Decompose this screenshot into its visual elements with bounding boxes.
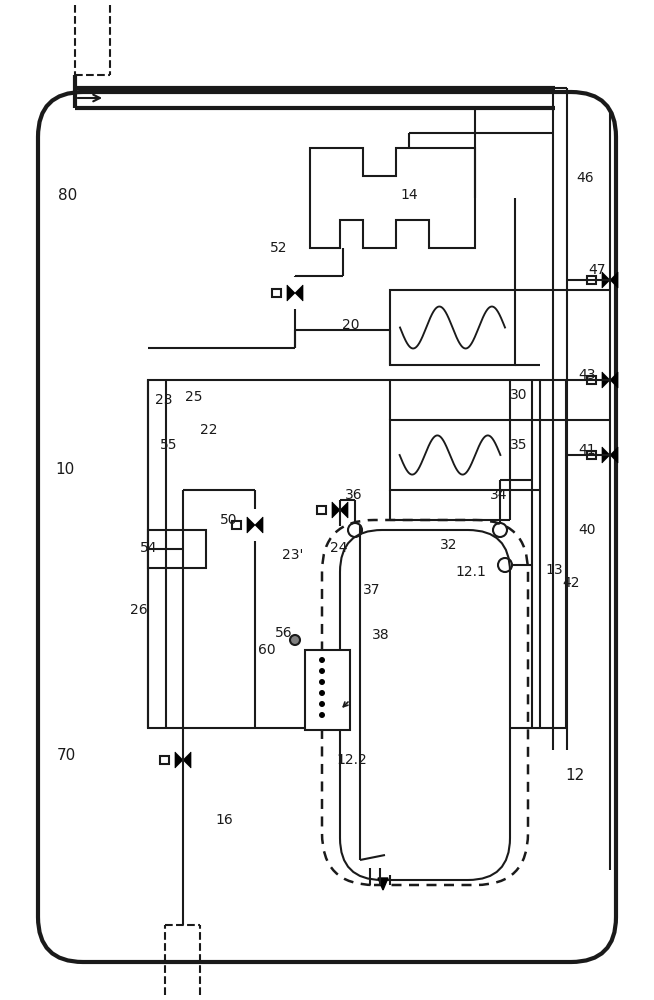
Polygon shape [610, 272, 618, 288]
Text: 80: 80 [58, 188, 77, 202]
Polygon shape [255, 517, 263, 533]
Bar [317, 506, 326, 514]
Text: 10: 10 [55, 462, 75, 478]
Text: 42: 42 [562, 576, 579, 590]
Polygon shape [287, 285, 295, 301]
Text: 23': 23' [282, 548, 303, 562]
Circle shape [319, 712, 325, 718]
Polygon shape [610, 447, 618, 463]
Text: 20: 20 [342, 318, 360, 332]
Text: 12: 12 [565, 768, 584, 782]
Text: 52: 52 [270, 241, 288, 255]
Text: 40: 40 [578, 523, 596, 537]
Bar [272, 289, 281, 297]
Text: 36: 36 [345, 488, 362, 502]
Text: 24: 24 [330, 541, 347, 555]
Polygon shape [602, 447, 610, 463]
Polygon shape [247, 517, 255, 533]
Text: 22: 22 [200, 423, 218, 437]
Circle shape [319, 690, 325, 696]
Text: 55: 55 [160, 438, 177, 452]
Bar [390, 420, 510, 490]
Text: 12.1: 12.1 [455, 565, 486, 579]
Circle shape [319, 679, 325, 685]
Text: 38: 38 [372, 628, 390, 642]
Text: 60: 60 [258, 643, 275, 657]
Bar [148, 380, 566, 728]
Bar [587, 376, 596, 384]
Text: 12.2: 12.2 [336, 753, 367, 767]
Text: 47: 47 [588, 263, 606, 277]
Text: 16: 16 [215, 813, 233, 827]
Text: 25: 25 [185, 390, 203, 404]
Text: 37: 37 [363, 583, 381, 597]
Polygon shape [602, 272, 610, 288]
Text: 35: 35 [510, 438, 528, 452]
FancyBboxPatch shape [340, 530, 510, 880]
Polygon shape [332, 502, 340, 518]
Circle shape [319, 701, 325, 707]
Text: 23: 23 [155, 393, 173, 407]
Text: 46: 46 [576, 171, 594, 185]
Bar [587, 276, 596, 284]
Text: 30: 30 [510, 388, 528, 402]
Bar [390, 290, 515, 365]
Text: 26: 26 [130, 603, 148, 617]
Text: 50: 50 [220, 513, 237, 527]
Bar [160, 756, 169, 764]
Circle shape [319, 668, 325, 674]
Text: 54: 54 [140, 541, 158, 555]
Polygon shape [183, 752, 191, 768]
Text: 14: 14 [400, 188, 418, 202]
Text: 32: 32 [440, 538, 458, 552]
Bar [305, 650, 350, 730]
Text: 34: 34 [490, 488, 508, 502]
Circle shape [319, 657, 325, 663]
FancyBboxPatch shape [38, 92, 616, 962]
Bar [148, 530, 206, 568]
Polygon shape [610, 372, 618, 388]
Text: 56: 56 [275, 626, 292, 640]
Text: 13: 13 [545, 563, 562, 577]
Polygon shape [175, 752, 183, 768]
Circle shape [290, 635, 300, 645]
Polygon shape [602, 372, 610, 388]
Text: 41: 41 [578, 443, 596, 457]
Polygon shape [340, 502, 348, 518]
Polygon shape [378, 878, 388, 890]
Polygon shape [295, 285, 303, 301]
Text: 43: 43 [578, 368, 596, 382]
Bar [587, 451, 596, 459]
Text: 70: 70 [57, 748, 77, 762]
Bar [232, 521, 241, 529]
